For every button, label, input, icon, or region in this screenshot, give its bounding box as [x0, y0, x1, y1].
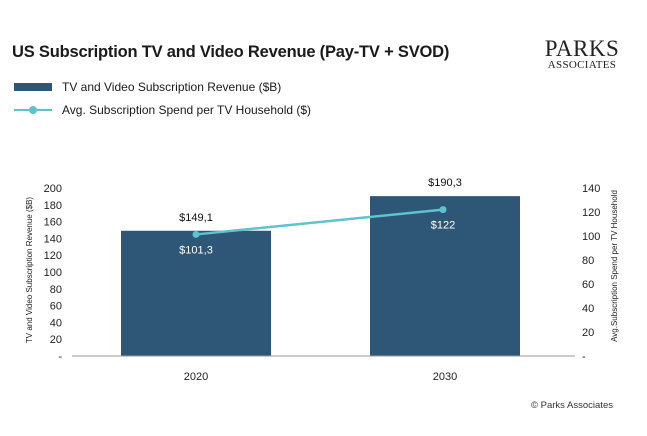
x-tick-label: 2020 [184, 371, 208, 383]
legend-label-revenue: TV and Video Subscription Revenue ($B) [62, 80, 282, 94]
copyright-text: © Parks Associates [531, 400, 613, 411]
left-tick-label: 180 [44, 200, 62, 212]
bar-2030 [370, 196, 520, 356]
left-tick-labels: - 20 40 60 80 100 120 140 160 180 200 [44, 183, 63, 363]
legend-item-spend: Avg. Subscription Spend per TV Household… [14, 101, 311, 119]
left-axis-title-group: TV and Video Subscription Revenue ($B) [25, 197, 34, 343]
left-tick-label: 80 [50, 284, 62, 296]
right-tick-label: - [582, 351, 586, 363]
right-tick-labels: - 20 40 60 80 100 120 140 [582, 183, 600, 363]
right-tick-label: 60 [582, 279, 594, 291]
left-tick-label: 20 [50, 334, 62, 346]
legend-line-swatch [14, 104, 52, 116]
left-axis-title: TV and Video Subscription Revenue ($B) [25, 197, 34, 343]
line-series [192, 206, 447, 238]
spend-line [195, 208, 444, 236]
left-tick-label: 40 [50, 317, 62, 329]
bar-2020 [121, 230, 271, 356]
line-value-label: $122 [431, 220, 455, 232]
right-tick-label: 100 [582, 231, 600, 243]
spend-point-2020 [192, 230, 200, 238]
x-tick-label: 2030 [433, 371, 457, 383]
bar-value-label: $190,3 [428, 177, 462, 189]
line-value-label: $101,3 [179, 244, 213, 256]
legend-label-spend: Avg. Subscription Spend per TV Household… [62, 103, 312, 117]
left-tick-label: 200 [44, 183, 62, 195]
bar-value-label: $149,1 [179, 212, 213, 224]
chart-title: US Subscription TV and Video Revenue (Pa… [12, 43, 450, 61]
data-labels: $149,1 $190,3 $101,3 $122 [179, 177, 462, 256]
left-tick-label: - [58, 351, 62, 363]
right-axis-title: Avg.Subscription Spend per TV Household [610, 190, 619, 342]
logo-line-2: ASSOCIATES [547, 59, 617, 71]
right-tick-label: 20 [582, 327, 594, 339]
left-tick-label: 100 [44, 267, 62, 279]
spend-point-2030 [439, 206, 447, 214]
legend-item-revenue: TV and Video Subscription Revenue ($B) [14, 78, 281, 96]
left-tick-label: 60 [50, 301, 62, 313]
right-tick-label: 120 [582, 207, 600, 219]
legend-bar-swatch [14, 83, 52, 91]
logo-line-1: PARKS [544, 36, 620, 61]
bars [121, 196, 520, 356]
right-tick-label: 80 [582, 255, 594, 267]
x-tick-labels: 2020 2030 [184, 371, 457, 383]
right-tick-label: 140 [582, 183, 600, 195]
right-tick-label: 40 [582, 303, 594, 315]
left-tick-label: 120 [44, 250, 62, 262]
left-tick-label: 140 [44, 233, 62, 245]
parks-associates-logo: PARKS ASSOCIATES [537, 36, 627, 71]
left-tick-label: 160 [44, 217, 62, 229]
